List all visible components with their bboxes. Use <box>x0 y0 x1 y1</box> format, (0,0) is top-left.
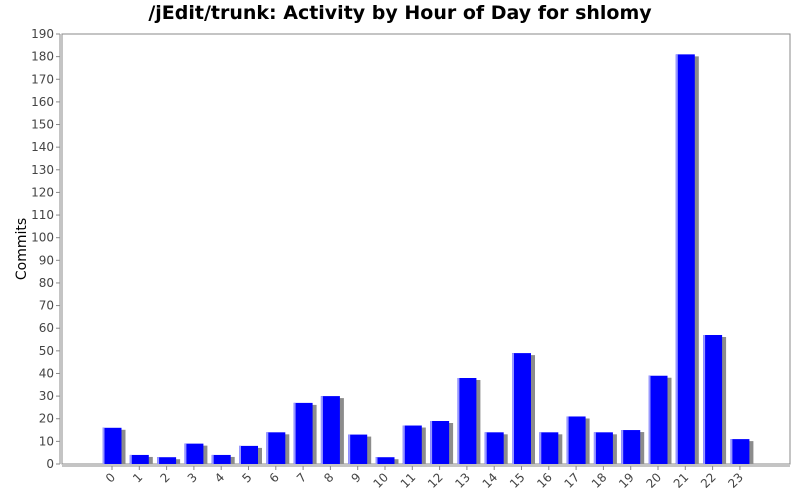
bar-hour-8 <box>320 396 340 464</box>
y-axis-label: Commits <box>14 218 30 280</box>
y-tick-label: 150 <box>31 118 54 132</box>
bar-hour-12 <box>430 421 450 464</box>
y-tick-label: 120 <box>31 185 54 199</box>
x-tick-label: 13 <box>452 470 473 491</box>
bar-hour-3 <box>184 443 204 464</box>
bar-hour-1 <box>129 454 149 464</box>
bar-highlight <box>648 375 651 464</box>
bar-highlight <box>375 457 378 464</box>
x-tick-label: 4 <box>212 470 227 485</box>
y-tick-label: 90 <box>39 253 54 267</box>
bar-highlight <box>457 378 460 464</box>
x-tick-label: 20 <box>643 470 664 491</box>
bar-hour-13 <box>457 378 477 464</box>
bar-highlight <box>211 454 214 464</box>
bar-hour-10 <box>375 457 395 464</box>
bar-highlight <box>320 396 323 464</box>
bar-highlight <box>157 457 160 464</box>
bar-hour-19 <box>621 430 641 464</box>
bar-highlight <box>102 427 105 464</box>
bar-highlight <box>730 439 733 464</box>
bar-hour-9 <box>348 434 368 464</box>
y-tick-label: 140 <box>31 140 54 154</box>
bar-highlight <box>675 54 678 465</box>
x-tick-label: 5 <box>239 470 254 485</box>
x-tick-label: 15 <box>507 470 528 491</box>
x-axis: 0 1 2 3 4 5 6 7 8 9 10 11 12 13 14 15 16 17 18 19 20 21 22 23 <box>62 465 790 491</box>
x-tick-label: 16 <box>534 470 555 491</box>
bar-highlight <box>621 430 624 464</box>
y-tick-label: 110 <box>31 208 54 222</box>
x-tick-label: 8 <box>321 470 336 485</box>
y-tick-label: 60 <box>39 321 54 335</box>
y-tick-label: 20 <box>39 412 54 426</box>
x-tick-label: 19 <box>616 470 637 491</box>
bar-highlight <box>703 335 706 464</box>
bar-hour-16 <box>539 432 559 464</box>
bar-hour-20 <box>648 375 668 464</box>
bar-highlight <box>266 432 269 464</box>
bars-group <box>102 54 754 465</box>
bar-highlight <box>184 443 187 464</box>
y-tick-label: 50 <box>39 344 54 358</box>
x-tick-label: 17 <box>562 470 583 491</box>
y-tick-label: 160 <box>31 95 54 109</box>
bar-hour-6 <box>266 432 286 464</box>
bar-hour-17 <box>566 416 586 464</box>
bar-hour-4 <box>211 454 231 464</box>
y-tick-label: 130 <box>31 163 54 177</box>
bar-highlight <box>293 402 296 464</box>
bar-hour-11 <box>402 425 422 464</box>
chart-title: /jEdit/trunk: Activity by Hour of Day fo… <box>148 2 652 24</box>
x-tick-label: 21 <box>671 470 692 491</box>
y-tick-label: 70 <box>39 299 54 313</box>
bar-highlight <box>129 454 132 464</box>
bar-hour-15 <box>512 353 531 464</box>
bar-hour-18 <box>593 432 613 464</box>
x-tick-label: 1 <box>130 470 145 485</box>
bar-highlight <box>512 353 514 464</box>
bar-hour-2 <box>157 457 177 464</box>
x-tick-label: 6 <box>267 470 282 485</box>
y-tick-label: 180 <box>31 50 54 64</box>
x-tick-label: 23 <box>725 470 746 491</box>
bar-highlight <box>430 421 433 464</box>
x-tick-label: 14 <box>480 470 501 491</box>
x-tick-label: 2 <box>157 470 172 485</box>
bar-highlight <box>484 432 487 464</box>
bar-highlight <box>402 425 405 464</box>
bar-hour-23 <box>730 439 750 464</box>
x-tick-label: 9 <box>349 470 364 485</box>
bar-hour-14 <box>484 432 504 464</box>
bar-hour-21 <box>675 54 695 465</box>
bar-hour-22 <box>703 335 723 464</box>
bar-highlight <box>239 445 241 464</box>
y-tick-label: 100 <box>31 231 54 245</box>
bar-hour-7 <box>293 402 313 464</box>
x-tick-label: 12 <box>425 470 446 491</box>
y-tick-label: 40 <box>39 366 54 380</box>
x-tick-label: 3 <box>185 470 200 485</box>
x-tick-label: 11 <box>398 470 419 491</box>
y-tick-label: 80 <box>39 276 54 290</box>
x-tick-label: 7 <box>294 470 309 485</box>
x-tick-label: 0 <box>103 470 118 485</box>
bar-hour-0 <box>102 427 122 464</box>
x-tick-label: 10 <box>370 470 391 491</box>
bar-highlight <box>566 416 569 464</box>
bar-highlight <box>593 432 596 464</box>
bar-hour-5 <box>239 445 258 464</box>
x-tick-label: 18 <box>589 470 610 491</box>
y-tick-label: 30 <box>39 389 54 403</box>
y-tick-label: 170 <box>31 72 54 86</box>
bar-highlight <box>539 432 542 464</box>
x-tick-label: 22 <box>698 470 719 491</box>
y-axis: 0 10 20 30 40 50 60 70 80 90 100 110 120 130 140 150 160… <box>31 27 61 471</box>
y-tick-label: 0 <box>46 457 54 471</box>
y-tick-label: 10 <box>39 434 54 448</box>
y-tick-label: 190 <box>31 27 54 41</box>
bar-highlight <box>348 434 351 464</box>
